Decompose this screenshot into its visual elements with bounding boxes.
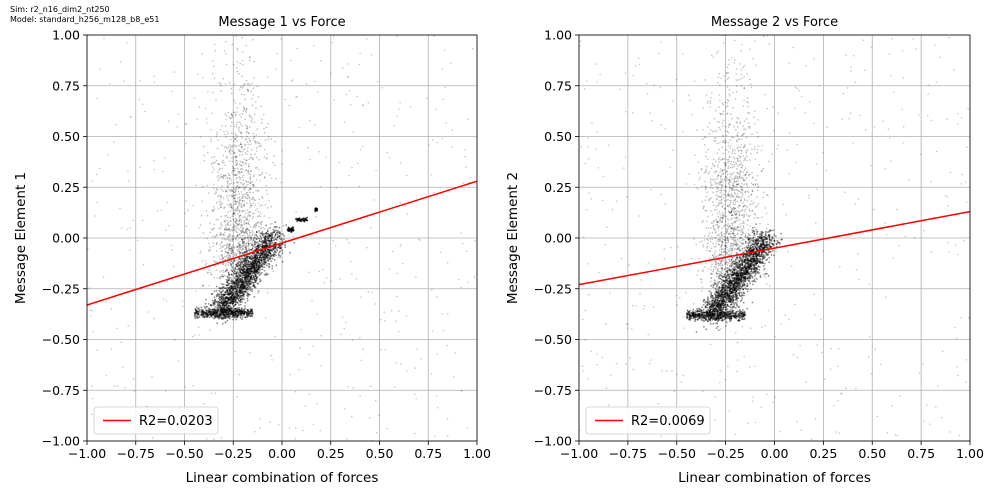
scatter-points bbox=[579, 35, 970, 441]
x-tick-label: 0.00 bbox=[268, 446, 296, 461]
x-tick-label: 1.00 bbox=[956, 446, 984, 461]
chart-panel-message-1: −1.00−1.00 −0.75 −0.75 −0.50 −0.50 −0.25 −0.25… bbox=[13, 15, 491, 486]
y-tick-label: −1.00 bbox=[534, 434, 572, 449]
y-tick-label: −0.50 bbox=[534, 332, 572, 347]
y-axis-label: Message Element 2 bbox=[505, 172, 521, 304]
model-label: Model: standard_h256_m128_b8_e51 bbox=[10, 15, 160, 24]
x-tick-label: −0.25 bbox=[706, 446, 744, 461]
y-tick-label: −1.00 bbox=[42, 434, 80, 449]
y-tick-label: 0.25 bbox=[544, 180, 572, 195]
chart-title: Message 2 vs Force bbox=[711, 15, 838, 30]
y-tick-label: −0.75 bbox=[42, 383, 80, 398]
y-tick-label: 0.75 bbox=[52, 78, 80, 93]
x-tick-label: 0.75 bbox=[907, 446, 935, 461]
x-tick-label: 0.50 bbox=[366, 446, 394, 461]
x-axis-label: Linear combination of forces bbox=[678, 470, 871, 486]
y-tick-label: 0.00 bbox=[544, 231, 572, 246]
fit-line bbox=[87, 180, 477, 306]
sim-label: Sim: r2_n16_dim2_nt250 bbox=[10, 5, 110, 14]
fit-line bbox=[579, 210, 970, 286]
y-tick-label: 0.25 bbox=[52, 180, 80, 195]
x-tick-label: 0.25 bbox=[317, 446, 345, 461]
y-tick-label: 0.00 bbox=[52, 231, 80, 246]
y-tick-label: −0.25 bbox=[534, 281, 572, 296]
x-tick-label: 0.25 bbox=[809, 446, 837, 461]
y-tick-label: 0.50 bbox=[52, 129, 80, 144]
x-tick-label: −0.50 bbox=[165, 446, 203, 461]
legend: R2=0.0203 bbox=[93, 406, 219, 435]
legend: R2=0.0069 bbox=[585, 406, 711, 435]
y-tick-label: −0.25 bbox=[42, 281, 80, 296]
x-tick-label: −0.25 bbox=[214, 446, 252, 461]
y-tick-label: −0.75 bbox=[534, 383, 572, 398]
chart-panel-message-2: −1.00−1.00 −0.75 −0.75 −0.50 −0.50 −0.25 −0.25… bbox=[505, 15, 984, 486]
x-tick-label: 0.50 bbox=[858, 446, 886, 461]
y-tick-label: −0.50 bbox=[42, 332, 80, 347]
x-tick-label: 1.00 bbox=[463, 446, 491, 461]
x-tick-label: −0.75 bbox=[117, 446, 155, 461]
x-tick-label: −0.75 bbox=[609, 446, 647, 461]
legend-label: R2=0.0203 bbox=[139, 414, 213, 429]
legend-label: R2=0.0069 bbox=[631, 414, 705, 429]
x-axis-label: Linear combination of forces bbox=[186, 470, 379, 486]
y-tick-label: 0.75 bbox=[544, 78, 572, 93]
y-axis-label: Message Element 1 bbox=[13, 172, 29, 304]
x-tick-label: 0.75 bbox=[414, 446, 442, 461]
y-tick-label: 1.00 bbox=[544, 28, 572, 43]
x-tick-label: −1.00 bbox=[560, 446, 598, 461]
chart-title: Message 1 vs Force bbox=[218, 15, 345, 30]
y-tick-label: 1.00 bbox=[52, 28, 80, 43]
scatter-points bbox=[87, 35, 477, 441]
x-tick-label: −1.00 bbox=[68, 446, 106, 461]
x-tick-label: 0.00 bbox=[761, 446, 789, 461]
x-tick-label: −0.50 bbox=[658, 446, 696, 461]
y-tick-label: 0.50 bbox=[544, 129, 572, 144]
